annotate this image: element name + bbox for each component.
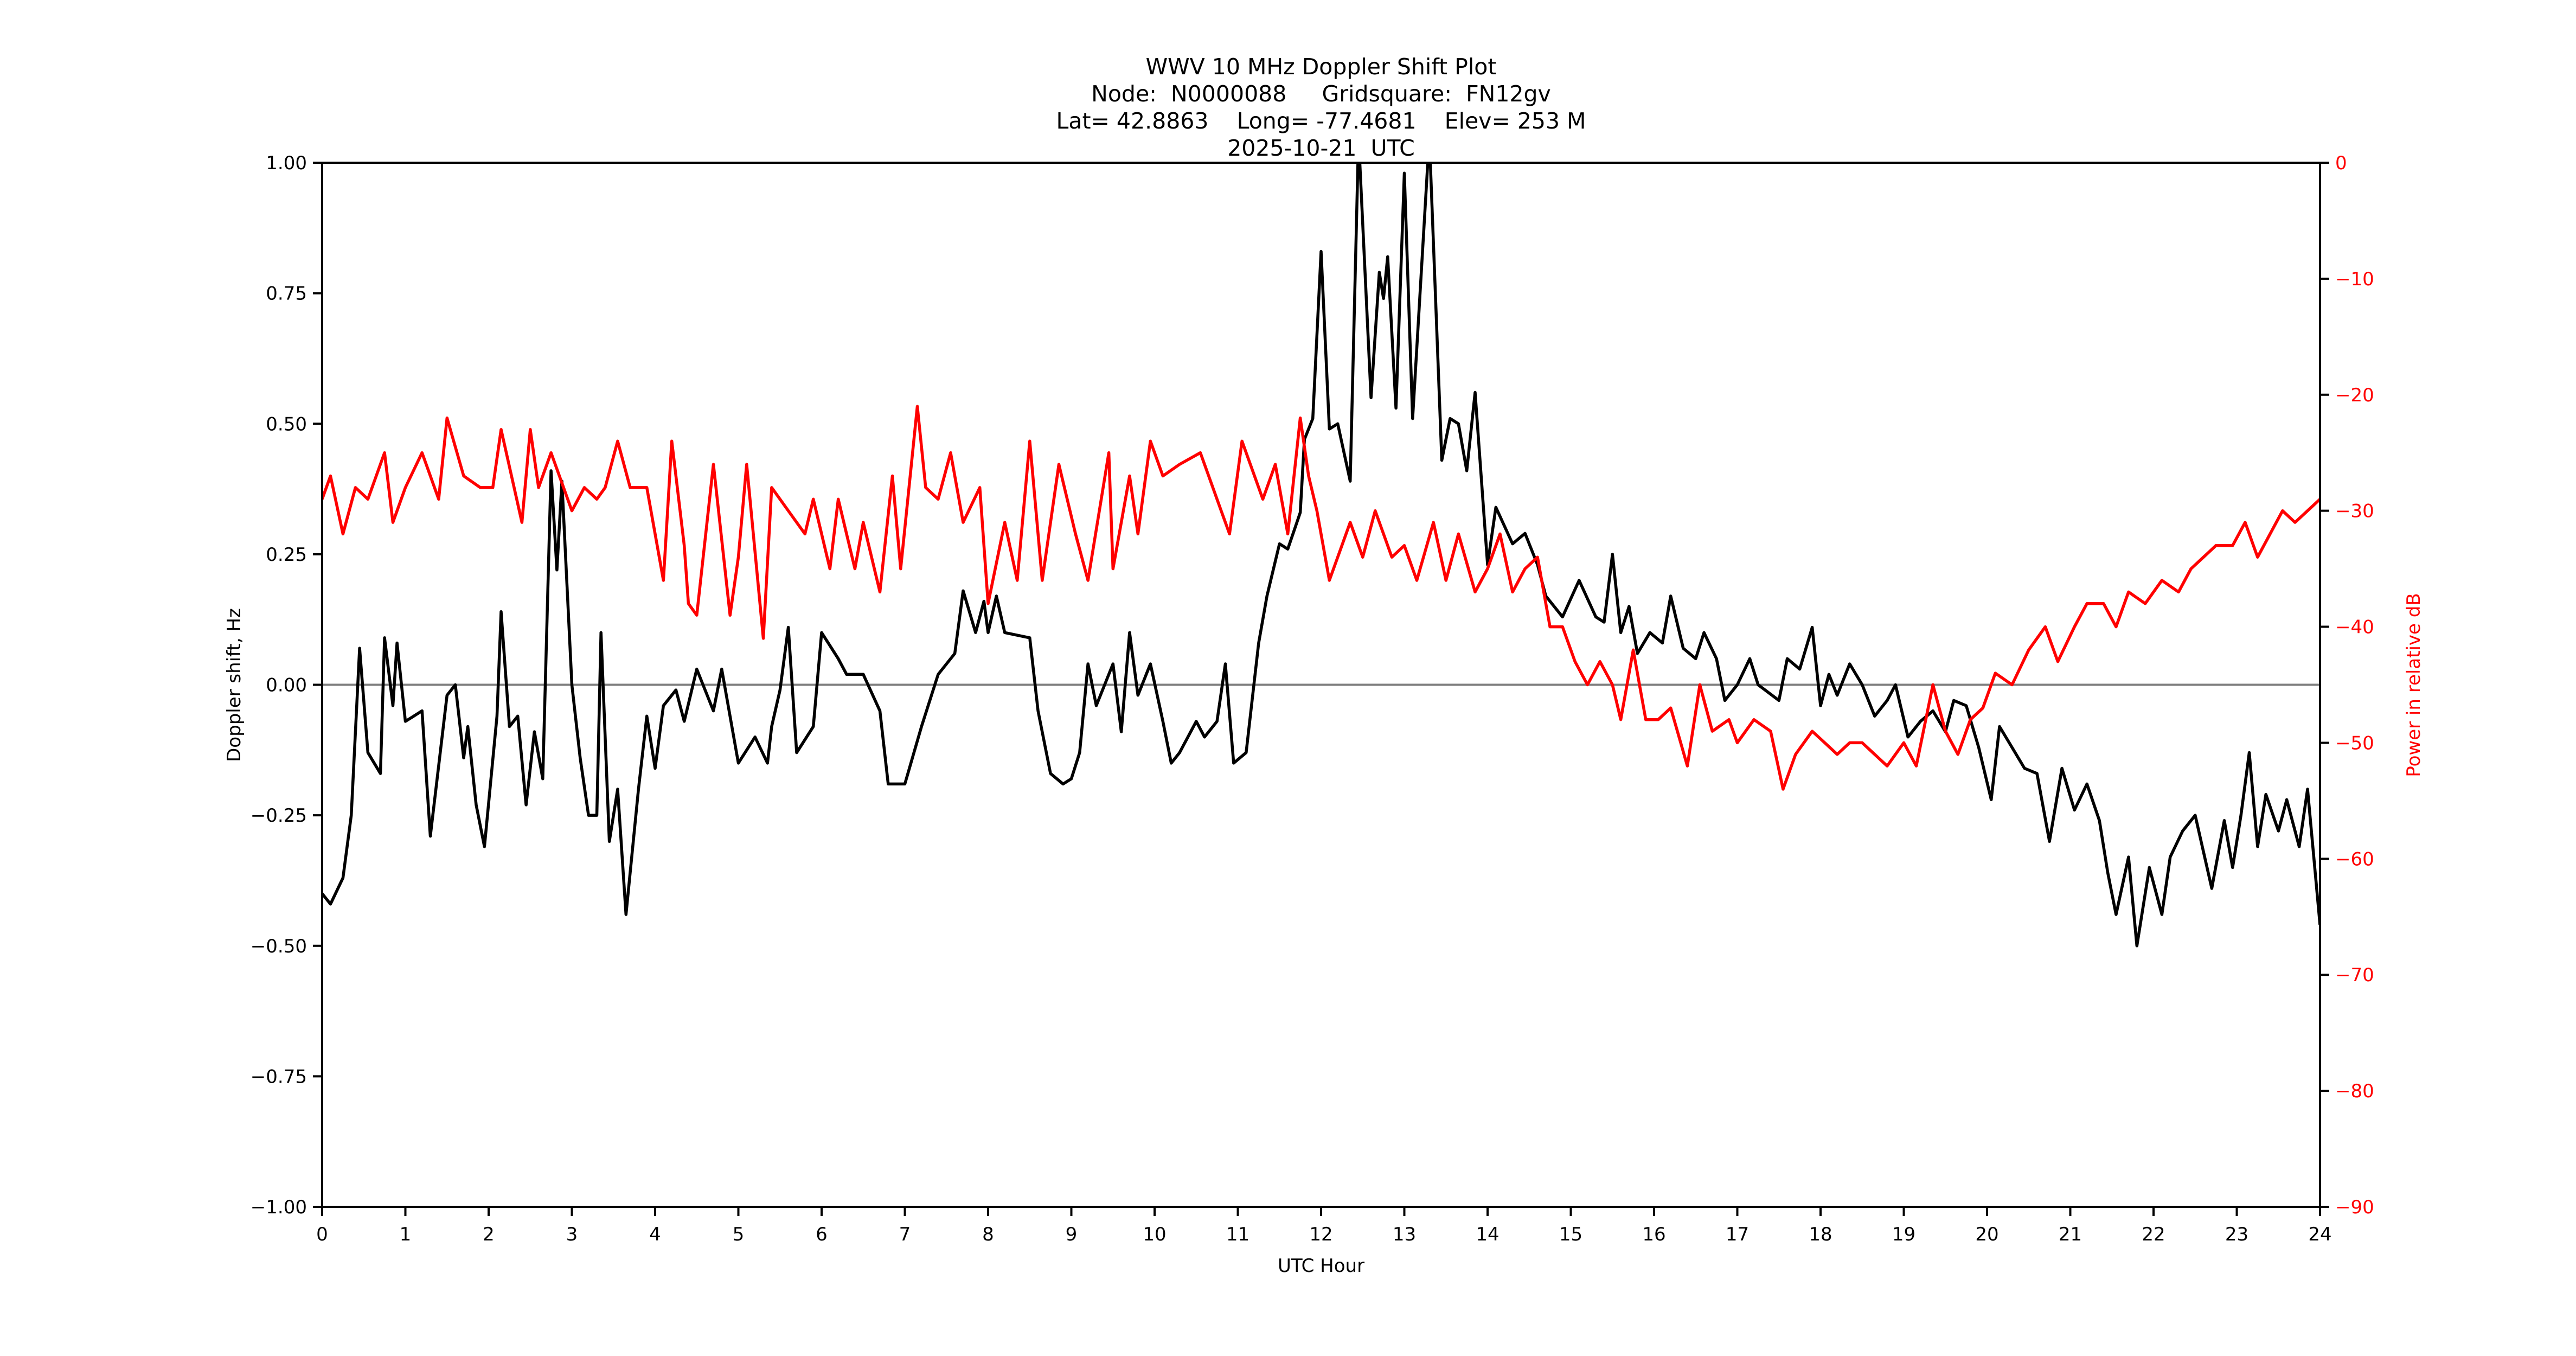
x-axis-label: UTC Hour [1278,1255,1364,1277]
x-tick-label: 7 [899,1224,911,1245]
x-tick-label: 12 [1309,1224,1332,1245]
x-tick-label: 20 [1975,1224,1998,1245]
x-tick-label: 10 [1143,1224,1166,1245]
y-tick-label-power: −80 [2335,1080,2374,1102]
x-axis: 0 1 2 3 4 5 6 7 8 9 10 11 12 13 14 15 16 17 18 19 20 21 22 23 24 [316,1207,2332,1245]
y-tick-label-doppler: 0.50 [266,413,307,435]
y-axis-doppler: 1.00 0.75 0.50 0.25 0.00 −0.25 −0.50 −0.75 −1.00 [251,152,322,1218]
x-tick-label: 4 [649,1224,661,1245]
y-tick-label-power: −50 [2335,732,2374,754]
chart-subtitle-location: Lat= 42.8863 Long= -77.4681 Elev= 253 M [1056,108,1586,134]
y-tick-label-doppler: 1.00 [266,152,307,174]
x-tick-label: 22 [2142,1224,2165,1245]
plot-area [321,162,2321,1208]
x-tick-label: 24 [2308,1224,2331,1245]
y-tick-label-power: −30 [2335,501,2374,522]
x-tick-label: 0 [316,1224,328,1245]
y-tick-label-power: −20 [2335,385,2374,406]
x-tick-label: 19 [1892,1224,1915,1245]
y-tick-label-doppler: −1.00 [251,1197,307,1218]
x-tick-label: 17 [1726,1224,1749,1245]
doppler-series-line [322,163,2320,948]
y-tick-label-doppler: 0.75 [266,283,307,305]
y-tick-label-doppler: −0.75 [251,1066,307,1088]
x-tick-label: 3 [566,1224,578,1245]
y-tick-label-doppler: 0.00 [266,675,307,696]
chart-subtitle-date: 2025-10-21 UTC [1227,135,1415,161]
y-tick-label-power: −60 [2335,848,2374,870]
y-axis-label-power: Power in relative dB [2403,593,2425,777]
chart-title: WWV 10 MHz Doppler Shift Plot [1145,54,1497,80]
x-tick-label: 9 [1066,1224,1078,1245]
y-tick-label-doppler: 0.25 [266,544,307,566]
x-tick-label: 18 [1809,1224,1832,1245]
x-tick-label: 23 [2225,1224,2248,1245]
y-tick-label-doppler: −0.25 [251,805,307,827]
x-tick-label: 14 [1476,1224,1499,1245]
y-axis-power: 0 −10 −20 −30 −40 −50 −60 −70 −80 −90 [2320,152,2374,1218]
y-tick-label-power: −90 [2335,1197,2374,1218]
x-tick-label: 15 [1559,1224,1582,1245]
chart-subtitle-node: Node: N0000088 Gridsquare: FN12gv [1091,81,1551,107]
x-tick-label: 11 [1226,1224,1249,1245]
x-tick-label: 13 [1393,1224,1416,1245]
y-tick-label-power: −70 [2335,964,2374,986]
x-tick-label: 21 [2059,1224,2082,1245]
y-tick-label-doppler: −0.50 [251,936,307,957]
chart-title-block: WWV 10 MHz Doppler Shift Plot Node: N000… [322,53,2320,162]
power-series-line [322,405,2320,791]
y-tick-label-power: −10 [2335,268,2374,290]
x-tick-label: 16 [1642,1224,1665,1245]
x-tick-label: 2 [483,1224,495,1245]
x-tick-label: 1 [400,1224,412,1245]
y-tick-label-power: −40 [2335,617,2374,638]
x-tick-label: 5 [733,1224,745,1245]
y-tick-label-power: 0 [2335,152,2347,174]
x-tick-label: 8 [982,1224,994,1245]
x-tick-label: 6 [816,1224,828,1245]
y-axis-label-doppler: Doppler shift, Hz [223,608,245,762]
